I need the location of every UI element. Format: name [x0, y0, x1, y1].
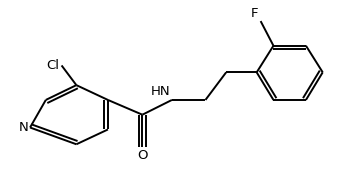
Text: Cl: Cl [47, 59, 60, 72]
Text: HN: HN [150, 85, 170, 98]
Text: F: F [251, 7, 259, 20]
Text: N: N [18, 121, 28, 134]
Text: O: O [137, 149, 148, 162]
